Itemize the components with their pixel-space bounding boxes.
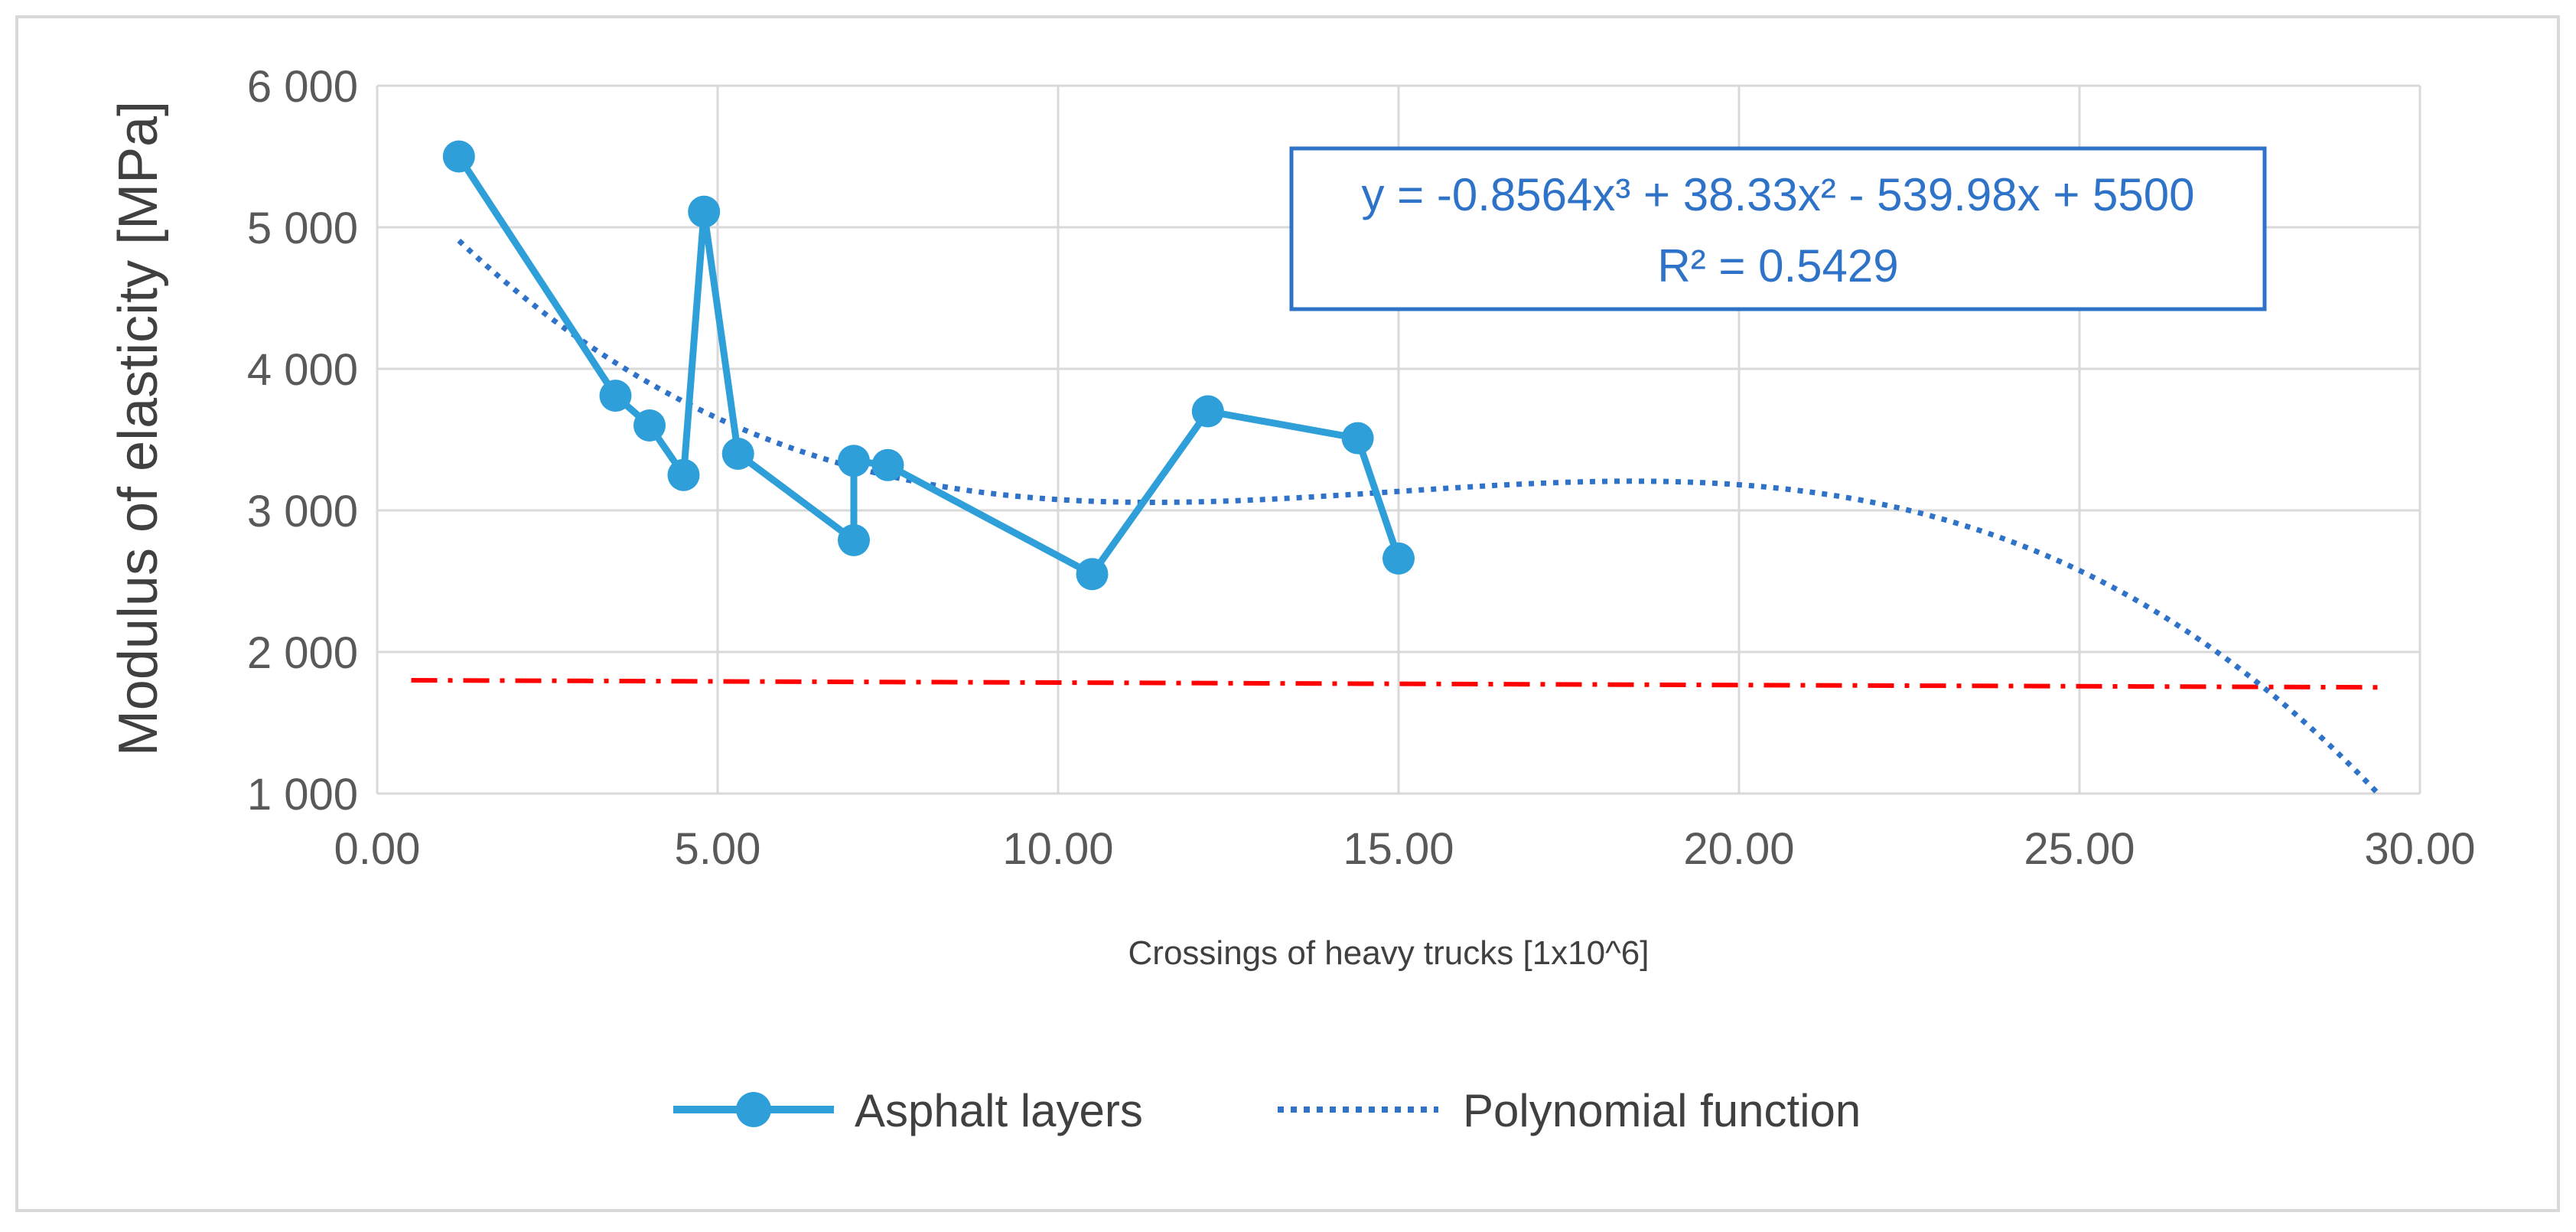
limit-line — [411, 678, 2386, 690]
x-tick-label: 20.00 — [1683, 824, 1794, 874]
data-series-layer — [442, 140, 1415, 591]
asphalt-layers-point — [599, 380, 632, 412]
y-tick-label: 5 000 — [247, 204, 358, 253]
x-axis-title: Crossings of heavy trucks [1x10^6] — [1128, 934, 1649, 972]
asphalt-layers-point — [838, 523, 870, 556]
x-tick-label: 0.00 — [334, 824, 421, 874]
legend-marker-asphalt — [736, 1092, 771, 1127]
trendline-equation: y = -0.8564x³ + 38.33x² - 539.98x + 5500 — [1361, 169, 2194, 220]
trendline-layer — [457, 238, 2382, 797]
legend-item-polynomial-function: Polynomial function — [1278, 1085, 1861, 1136]
x-tick-label: 30.00 — [2364, 824, 2475, 874]
trendline-r-squared: R² = 0.5429 — [1657, 240, 1898, 292]
y-tick-label: 2 000 — [247, 628, 358, 678]
legend-label-asphalt-layers: Asphalt layers — [855, 1085, 1143, 1136]
asphalt-layers-point — [667, 458, 700, 491]
asphalt-layers-point — [1191, 395, 1224, 428]
tick-labels: 1 000 2 000 3 000 4 000 5 000 6 000 0.00 5.00 10… — [247, 62, 2476, 874]
y-tick-label: 4 000 — [247, 345, 358, 395]
y-tick-label: 3 000 — [247, 487, 358, 536]
x-tick-label: 10.00 — [1002, 824, 1113, 874]
polynomial-trendline — [457, 238, 2382, 797]
trendline-equation-box: y = -0.8564x³ + 38.33x² - 539.98x + 5500… — [1289, 146, 2267, 311]
y-axis-title: Modulus of elasticity [MPa] — [108, 101, 169, 756]
asphalt-layers-point — [871, 448, 904, 481]
asphalt-layers-point — [721, 438, 754, 470]
asphalt-layers-point — [1382, 542, 1415, 575]
legend: Asphalt layers Polynomial function — [673, 1085, 1861, 1136]
y-tick-label: 6 000 — [247, 62, 358, 112]
equation-box-border — [1289, 146, 2267, 311]
legend-item-asphalt-layers: Asphalt layers — [673, 1085, 1143, 1136]
asphalt-layers-point — [442, 140, 475, 173]
asphalt-layers-point — [1076, 558, 1109, 591]
limit-line-layer — [411, 678, 2386, 690]
y-tick-label: 1 000 — [247, 770, 358, 820]
asphalt-layers-point — [633, 409, 666, 442]
asphalt-layers-point — [838, 445, 870, 477]
x-tick-label: 5.00 — [675, 824, 761, 874]
asphalt-layers-point — [1341, 422, 1374, 455]
legend-label-polynomial-function: Polynomial function — [1463, 1085, 1861, 1136]
x-tick-label: 25.00 — [2024, 824, 2135, 874]
asphalt-layers-point — [688, 195, 721, 228]
x-tick-label: 15.00 — [1343, 824, 1454, 874]
